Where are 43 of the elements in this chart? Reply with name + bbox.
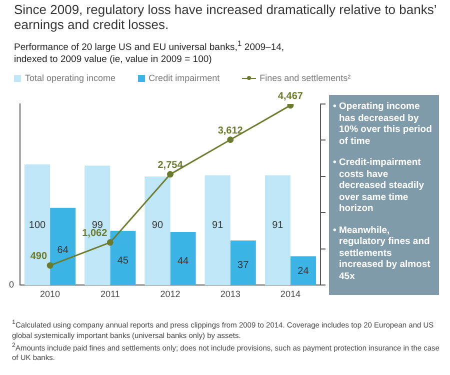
- text: Performance of 20 large US and EU universal banks,$^{1}$ 2009–14, indexed to 2009 value (ie, value in 2009 = 100): [14, 39, 284, 66]
- x-tick-label: 2011: [100, 289, 120, 300]
- legend-label: Credit impairment: [148, 73, 220, 83]
- bar: [24, 164, 50, 286]
- data-label: 24: [298, 266, 310, 277]
- data-label: 37: [238, 260, 250, 271]
- bar: [204, 175, 230, 286]
- bar: [230, 240, 256, 286]
- x-tick-label: 2014: [280, 289, 300, 300]
- text: • Meanwhile, regulatory fines and settlements increased by almost 45x: [333, 224, 432, 282]
- bar: [50, 208, 76, 286]
- data-label: 3,612: [218, 126, 244, 137]
- text: • Operating income has decreased by 10% over this period of time: [333, 101, 433, 147]
- point: [106, 239, 114, 246]
- legend-label: Fines and settlements²: [260, 73, 351, 83]
- text: • Credit-impairment costs have decreased steadily over same time horizon: [333, 157, 426, 214]
- x-tick-label: 2010: [40, 289, 60, 300]
- data-label: 100: [28, 220, 46, 231]
- point: [227, 136, 234, 144]
- bar: [144, 176, 170, 286]
- data-label: 91: [272, 220, 284, 231]
- data-label: 490: [30, 251, 48, 262]
- x-tick-label: 2013: [220, 289, 240, 300]
- bar: [110, 230, 136, 286]
- chart-title: Since 2009, regulatory loss have increased dramatically relative to banks’ earnings and credit losses.: [14, 2, 438, 32]
- data-label: 45: [117, 255, 129, 266]
- point: [287, 104, 294, 109]
- bar: [170, 232, 196, 286]
- bar: [84, 166, 110, 286]
- data-label: 4,467: [278, 91, 304, 102]
- point: [167, 171, 174, 178]
- data-label: 64: [57, 245, 69, 256]
- point: [46, 262, 54, 269]
- data-label: 90: [152, 220, 164, 231]
- legend-label: Total operating income: [25, 73, 116, 83]
- data-label: 2,754: [158, 160, 184, 172]
- text: 0: [8, 280, 14, 290]
- x-tick-label: 2012: [160, 289, 180, 300]
- bar: [290, 256, 316, 286]
- data-label: 44: [177, 256, 190, 268]
- data-label: 91: [212, 220, 224, 231]
- data-label: 1,062: [82, 228, 108, 240]
- bar: [264, 175, 290, 286]
